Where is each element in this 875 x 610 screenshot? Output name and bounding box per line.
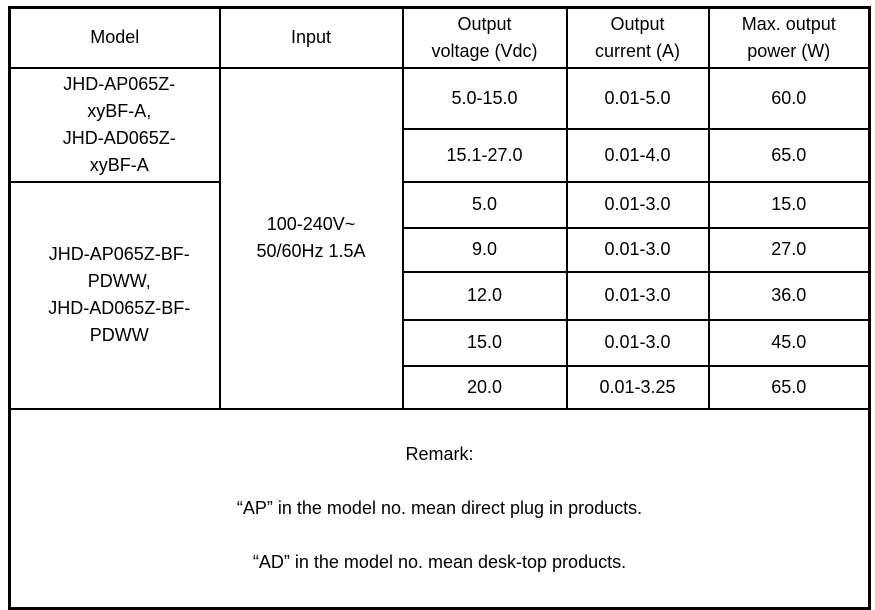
voltage-cell: 15.1-27.0	[401, 127, 568, 183]
spec-table: Model Input Output voltage (Vdc) Output …	[8, 6, 871, 610]
table-row: JHD-AP065Z- xyBF-A, JHD-AD065Z- xyBF-A 1…	[8, 66, 871, 410]
current-cell: 0.01-5.0	[565, 66, 710, 130]
power-cell: 15.0	[707, 180, 871, 229]
voltage-cell: 20.0	[401, 364, 568, 410]
header-max-output-power: Max. output power (W)	[707, 6, 871, 69]
remark-cell: Remark: “AP” in the model no. mean direc…	[8, 407, 871, 609]
header-output-current: Output current (A)	[565, 6, 710, 69]
remark-label: Remark:	[405, 443, 474, 464]
power-cell: 60.0	[707, 66, 871, 130]
voltage-cell: 9.0	[401, 226, 568, 273]
voltage-cell: 5.0	[401, 180, 568, 229]
voltage-cell: 5.0-15.0	[401, 66, 568, 130]
model-group-1: JHD-AP065Z- xyBF-A, JHD-AD065Z- xyBF-A	[8, 66, 221, 183]
table-row: 15.0 0.01-3.0 45.0	[10, 318, 871, 367]
table-row: 15.1-27.0 0.01-4.0 65.0	[10, 127, 871, 183]
power-cell: 27.0	[707, 226, 871, 273]
power-cell: 45.0	[707, 318, 871, 367]
remark-line-ap: “AP” in the model no. mean direct plug i…	[236, 497, 643, 518]
voltage-cell: 15.0	[401, 318, 568, 367]
current-cell: 0.01-3.25	[565, 364, 710, 410]
table-row: 9.0 0.01-3.0 27.0	[10, 226, 871, 273]
remark-row: Remark: “AP” in the model no. mean direc…	[8, 407, 871, 609]
current-cell: 0.01-3.0	[565, 180, 710, 229]
input-value: 100-240V~ 50/60Hz 1.5A	[218, 66, 404, 410]
model-group-2: JHD-AP065Z-BF- PDWW, JHD-AD065Z-BF- PDWW	[8, 180, 221, 410]
table-row: JHD-AP065Z-BF- PDWW, JHD-AD065Z-BF- PDWW…	[8, 180, 871, 410]
current-cell: 0.01-3.0	[565, 226, 710, 273]
current-cell: 0.01-4.0	[565, 127, 710, 183]
header-output-voltage: Output voltage (Vdc)	[401, 6, 568, 69]
power-cell: 65.0	[707, 364, 871, 410]
table-row: 12.0 0.01-3.0 36.0	[10, 270, 871, 321]
voltage-cell: 12.0	[401, 270, 568, 321]
header-model: Model	[8, 6, 221, 69]
header-input: Input	[218, 6, 404, 69]
current-cell: 0.01-3.0	[565, 318, 710, 367]
header-row: Model Input Output voltage (Vdc) Output …	[8, 6, 871, 69]
power-cell: 36.0	[707, 270, 871, 321]
power-cell: 65.0	[707, 127, 871, 183]
current-cell: 0.01-3.0	[565, 270, 710, 321]
remark-line-ad: “AD” in the model no. mean desk-top prod…	[252, 551, 627, 572]
document-page: Model Input Output voltage (Vdc) Output …	[8, 6, 871, 610]
table-row: 20.0 0.01-3.25 65.0	[10, 364, 871, 410]
